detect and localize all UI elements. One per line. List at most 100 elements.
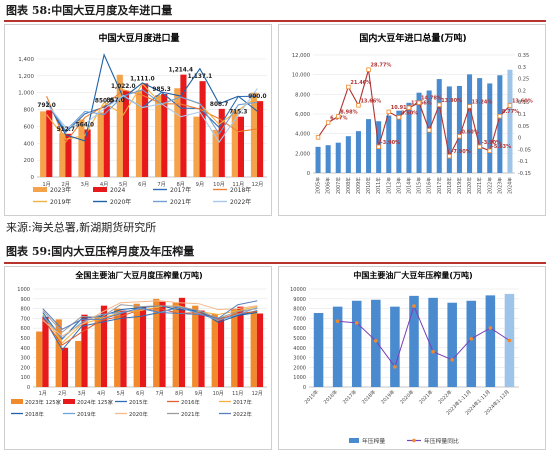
legend-label: 2018年	[25, 410, 44, 418]
legend-label: 2020年	[129, 410, 148, 418]
yoy-point	[431, 349, 435, 354]
bar	[103, 105, 110, 177]
y-tick-label: 600	[24, 124, 35, 130]
legend-label: 2017年	[170, 186, 191, 194]
yoy-point	[412, 304, 416, 308]
data-label: 8.98%	[340, 109, 357, 115]
legend-label: 2018年	[230, 186, 251, 194]
series-line	[46, 89, 258, 135]
bar	[250, 92, 258, 177]
chart-title: 中国主要油厂大豆年压榨量(万吨)	[353, 270, 472, 280]
data-label: 715.3	[229, 110, 247, 116]
legend-marker	[412, 438, 416, 443]
y2-tick-label: 0.25	[518, 77, 529, 83]
monthly-import-chart: 中国大豆月度进口量 0 200 400 600 800 1,000 1,200 1,400 792…	[4, 24, 272, 216]
bar	[332, 306, 343, 387]
yoy-point	[450, 358, 454, 362]
bar	[257, 101, 264, 177]
x-tick-label: 2016年	[426, 177, 433, 194]
x-tick-label: 6月	[138, 181, 147, 188]
bar	[155, 95, 162, 177]
chart-title: 国内大豆年进口总量(万吨)	[359, 32, 466, 44]
data-label: 10.91%	[391, 105, 412, 111]
bar	[211, 313, 218, 387]
data-label: 512.7	[57, 127, 75, 133]
x-tick-label: 2013年	[395, 177, 402, 194]
y-tick-label: 3000	[293, 356, 306, 362]
legend-label: 2019年	[50, 198, 71, 206]
y-tick-label: 900	[20, 297, 30, 303]
y-tick-label: 800	[20, 307, 30, 313]
x-tick-label: 8月	[177, 181, 186, 188]
x-tick-label: 4月	[97, 391, 105, 397]
bar	[467, 74, 473, 173]
bar	[507, 69, 513, 173]
x-tick-label: 3月	[78, 391, 86, 397]
bar	[406, 102, 412, 173]
data-label: 0.60%	[461, 129, 478, 135]
legend-label: 2022年	[233, 410, 252, 418]
yoy-point	[416, 100, 422, 105]
y-tick-label: 400	[20, 346, 30, 352]
series-line	[42, 305, 258, 344]
x-tick-label: 12月	[252, 391, 263, 397]
y-tick-label: 12,000	[292, 53, 310, 59]
x-tick-label: 8月	[175, 391, 183, 397]
y-tick-label: 6000	[293, 326, 306, 332]
bar	[192, 305, 199, 387]
y2-tick-label: 0.05	[518, 124, 529, 130]
y-tick-label: 0	[27, 385, 30, 391]
yoy-point	[488, 326, 493, 330]
y-tick-label: 1,400	[18, 57, 34, 63]
bar	[81, 314, 88, 387]
annual-import-chart: 国内大豆年进口总量(万吨) 0 2,000 4,000 6,000 8,000 10,000…	[278, 24, 546, 216]
bar	[390, 306, 400, 387]
x-tick-label: 2011年	[375, 177, 382, 194]
y-tick-label: 7000	[293, 316, 306, 322]
bar	[396, 110, 402, 173]
bar	[485, 295, 496, 387]
bar	[159, 301, 166, 387]
data-label: 1,022.0	[111, 84, 136, 90]
x-tick-label: 9月	[195, 391, 203, 397]
bar	[351, 300, 362, 387]
data-label: 8.60%	[401, 110, 418, 116]
y-tick-label: 0	[307, 171, 310, 177]
y2-tick-label: -0.05	[518, 147, 531, 153]
data-label: -3.90%	[381, 140, 400, 146]
x-tick-label: 2005年	[315, 177, 322, 194]
x-tick-label: 9月	[196, 181, 205, 188]
x-tick-label: 3月	[81, 181, 90, 188]
data-label: 21.46%	[350, 80, 371, 86]
data-label: 857.0	[106, 98, 124, 104]
yoy-point	[437, 102, 442, 107]
y-tick-label: 8,000	[295, 92, 310, 98]
bar	[120, 310, 127, 387]
y2-tick-label: -0.1	[518, 159, 528, 165]
bar	[366, 119, 372, 173]
bar	[122, 90, 129, 177]
yoy-point	[376, 144, 381, 150]
data-label: 850.8	[95, 98, 113, 104]
bar	[218, 108, 225, 177]
yoy-point	[325, 120, 331, 125]
bar	[250, 311, 257, 387]
y-tick-label: 1,000	[18, 91, 34, 97]
bar	[466, 300, 477, 387]
y2-tick-label: 0.35	[518, 53, 529, 59]
y-tick-label: 1000	[17, 287, 30, 293]
y-tick-label: 6,000	[295, 112, 310, 118]
legend-label: 年压榨量	[362, 437, 385, 445]
bar	[355, 131, 361, 173]
legend-label: 2019年	[77, 410, 96, 418]
bar	[135, 90, 143, 177]
series-line	[46, 53, 258, 142]
x-tick-label: 2022年	[437, 388, 454, 405]
data-label: 1,214.4	[168, 68, 193, 74]
data-label: 13.66%	[360, 98, 381, 104]
bar	[94, 315, 101, 387]
bar	[198, 310, 205, 387]
bar	[84, 129, 91, 177]
bar	[436, 79, 442, 173]
yoy-point	[467, 104, 472, 109]
